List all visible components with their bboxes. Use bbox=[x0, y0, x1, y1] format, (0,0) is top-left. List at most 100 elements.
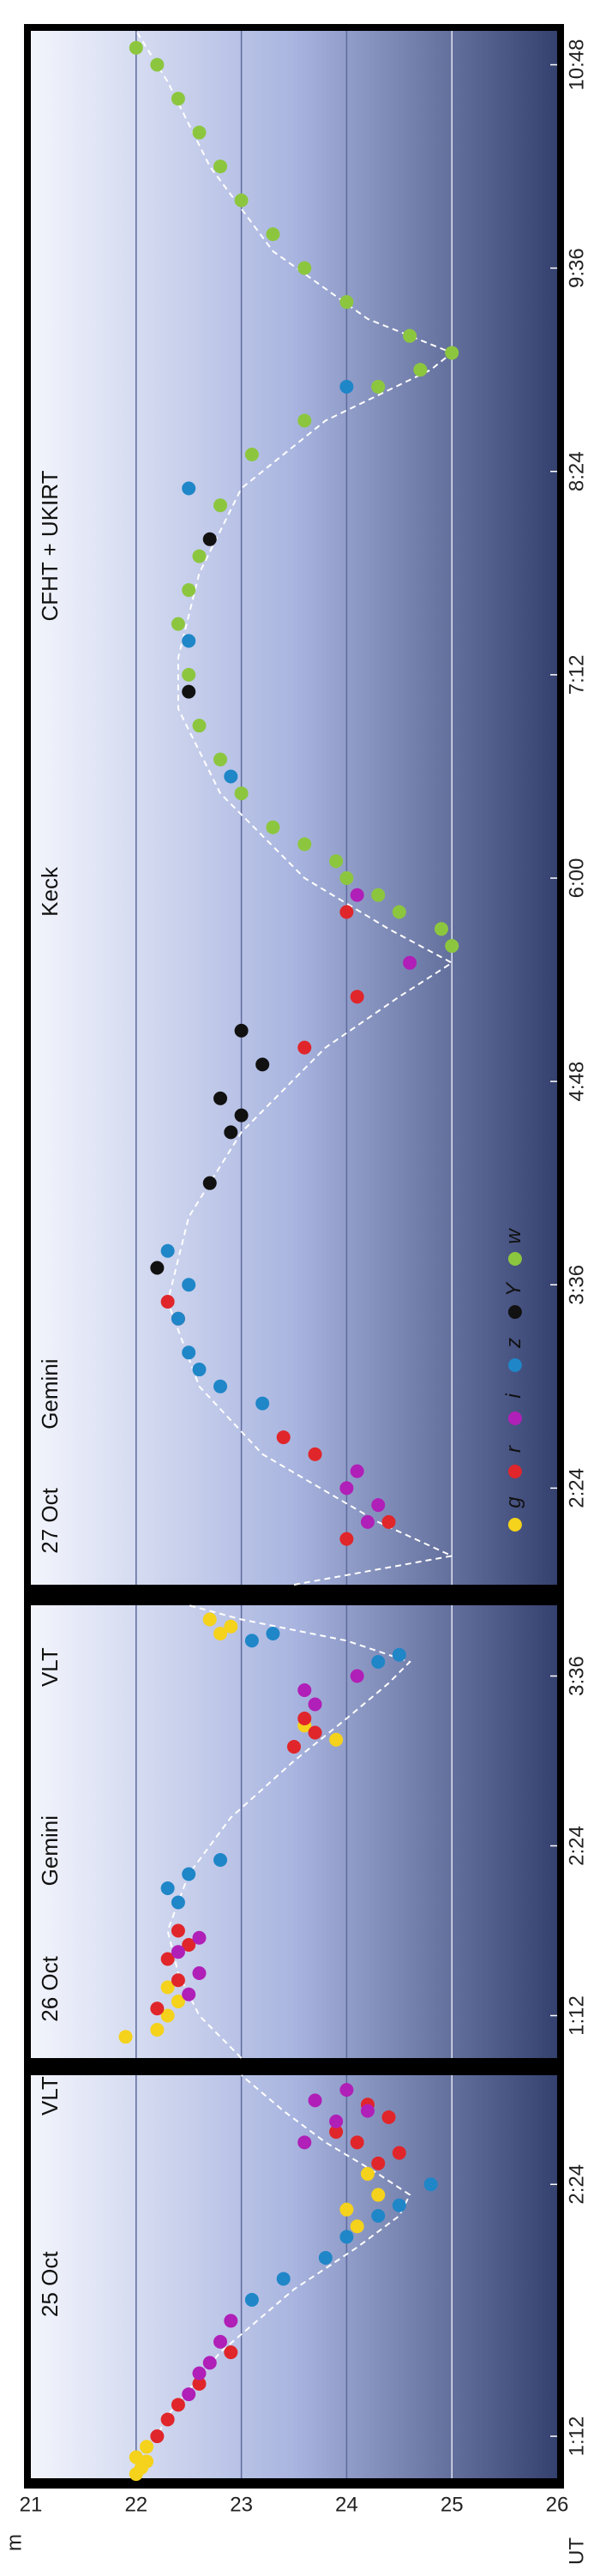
data-point bbox=[118, 2030, 133, 2044]
data-point bbox=[297, 1712, 312, 1725]
data-point bbox=[318, 2250, 333, 2265]
data-point bbox=[224, 2345, 238, 2360]
data-point bbox=[371, 1655, 386, 1669]
data-point bbox=[140, 2454, 154, 2469]
data-point bbox=[381, 2110, 396, 2124]
legend-label: w bbox=[502, 1228, 525, 1244]
data-point bbox=[329, 2114, 344, 2128]
data-point bbox=[244, 1634, 259, 1648]
data-point bbox=[234, 193, 249, 208]
data-point bbox=[192, 2376, 207, 2391]
y-axis-label: m bbox=[3, 2534, 26, 2551]
data-point bbox=[140, 2440, 154, 2454]
data-point bbox=[339, 905, 354, 919]
data-point bbox=[350, 2219, 364, 2234]
data-point bbox=[339, 1532, 354, 1546]
legend-label: Y bbox=[502, 1281, 525, 1297]
data-point bbox=[329, 1732, 344, 1747]
data-point bbox=[360, 2167, 375, 2182]
data-point bbox=[182, 684, 196, 699]
data-point bbox=[392, 2198, 406, 2212]
data-point bbox=[339, 871, 354, 886]
data-point bbox=[224, 769, 238, 784]
data-point bbox=[182, 667, 196, 682]
data-point bbox=[160, 2008, 175, 2023]
annotation: 26 Oct bbox=[37, 1955, 63, 2021]
data-point bbox=[403, 955, 417, 970]
data-point bbox=[192, 549, 207, 563]
data-point bbox=[255, 1396, 270, 1411]
y-tick-label: 24 bbox=[335, 2493, 358, 2516]
data-point bbox=[160, 1295, 175, 1309]
data-point bbox=[129, 2450, 143, 2465]
data-point bbox=[182, 583, 196, 598]
data-point bbox=[339, 2202, 354, 2217]
data-point bbox=[213, 1379, 228, 1393]
data-point bbox=[192, 2366, 207, 2380]
data-point bbox=[150, 2001, 165, 2016]
data-point bbox=[129, 40, 143, 55]
data-point bbox=[350, 1464, 364, 1478]
data-point bbox=[160, 1243, 175, 1258]
data-point bbox=[339, 1481, 354, 1496]
data-point bbox=[329, 2125, 344, 2140]
data-point bbox=[202, 2356, 217, 2370]
x-tick-label: 7:12 bbox=[565, 655, 588, 695]
data-point bbox=[371, 2188, 386, 2202]
data-point bbox=[371, 2156, 386, 2170]
data-point bbox=[182, 634, 196, 648]
data-point bbox=[350, 2135, 364, 2150]
data-point bbox=[266, 227, 280, 242]
data-point bbox=[182, 1867, 196, 1881]
legend-label: r bbox=[502, 1445, 525, 1453]
data-point bbox=[276, 1430, 291, 1445]
y-tick-label: 22 bbox=[124, 2493, 147, 2516]
annotation: Gemini bbox=[37, 1358, 63, 1429]
data-point bbox=[371, 2209, 386, 2224]
annotation: Keck bbox=[37, 866, 63, 917]
data-point bbox=[423, 2177, 438, 2192]
data-point bbox=[445, 346, 459, 360]
data-point bbox=[160, 1881, 175, 1895]
data-point bbox=[297, 1683, 312, 1697]
data-point bbox=[276, 2272, 291, 2286]
panel bbox=[31, 1605, 557, 2058]
x-tick-label: 4:48 bbox=[565, 1062, 588, 1102]
data-point bbox=[297, 413, 312, 428]
data-point bbox=[392, 905, 406, 919]
y-tick-label: 25 bbox=[441, 2493, 464, 2516]
data-point bbox=[339, 2230, 354, 2244]
annotation: VLT bbox=[37, 1647, 63, 1687]
data-point bbox=[150, 1261, 165, 1275]
x-axis-label: UT bbox=[565, 2537, 588, 2565]
annotation: VLT bbox=[37, 2076, 63, 2116]
data-point bbox=[350, 888, 364, 902]
data-point bbox=[192, 719, 207, 733]
legend-marker bbox=[507, 1252, 522, 1266]
data-point bbox=[224, 1619, 238, 1634]
y-tick-label: 26 bbox=[546, 2493, 569, 2516]
data-point bbox=[339, 379, 354, 394]
x-tick-label: 6:00 bbox=[565, 858, 588, 899]
panel bbox=[31, 31, 557, 1585]
data-point bbox=[150, 57, 165, 72]
data-point bbox=[287, 1740, 301, 1754]
model-curve bbox=[166, 1604, 411, 2059]
data-point bbox=[308, 1447, 322, 1461]
data-point bbox=[445, 939, 459, 954]
data-point bbox=[182, 1278, 196, 1292]
data-point bbox=[171, 2398, 185, 2412]
annotation: CFHT + UKIRT bbox=[37, 470, 63, 621]
data-point bbox=[213, 1853, 228, 1867]
x-tick-label: 1:12 bbox=[565, 2417, 588, 2457]
x-tick-label: 1:12 bbox=[565, 1995, 588, 2036]
data-point bbox=[371, 888, 386, 902]
data-point bbox=[371, 1498, 386, 1513]
legend-marker bbox=[507, 1518, 522, 1532]
data-point bbox=[213, 1627, 228, 1640]
data-point bbox=[413, 363, 428, 377]
data-point bbox=[182, 1987, 196, 2001]
data-point bbox=[297, 837, 312, 852]
data-point bbox=[150, 2023, 165, 2037]
data-point bbox=[202, 1612, 217, 1627]
